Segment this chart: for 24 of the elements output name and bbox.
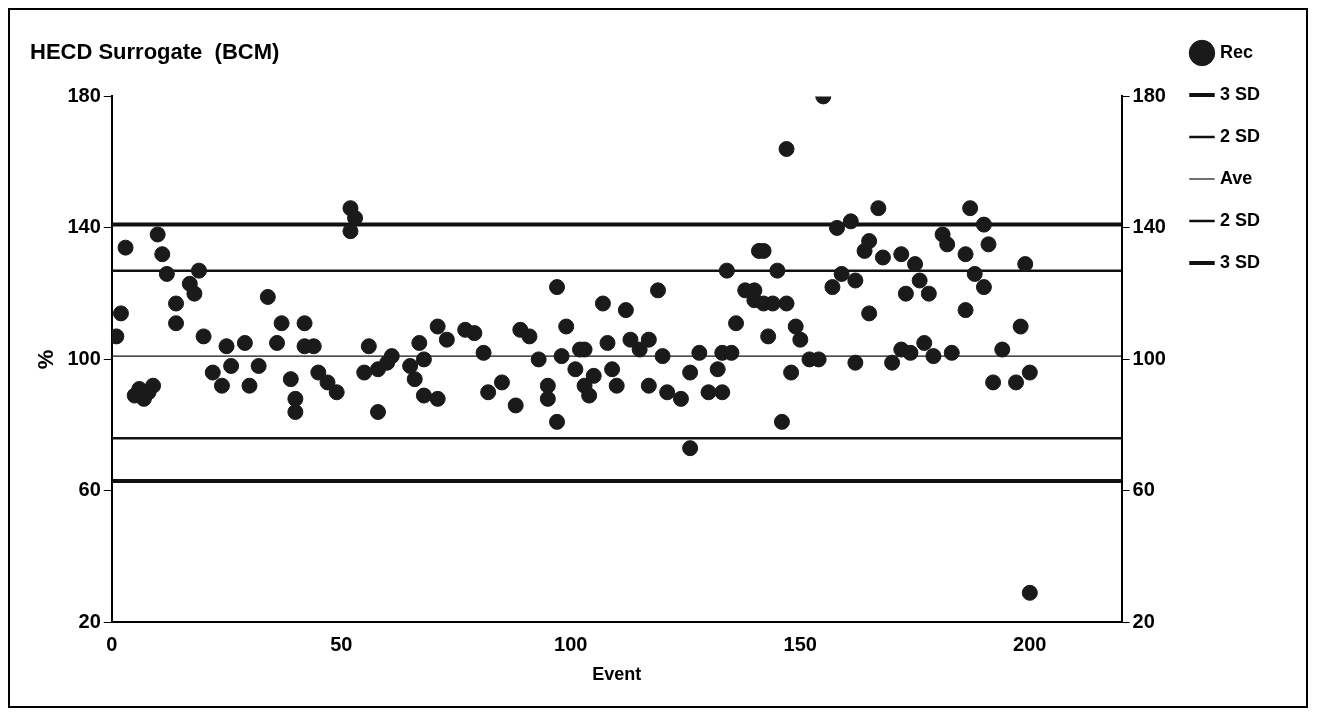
legend-label: 3 SD xyxy=(1219,251,1261,272)
y2-tick-label: 20 xyxy=(1132,609,1155,632)
x-tick-label: 150 xyxy=(783,632,817,655)
chart-title: HECD Surrogate (BCM) xyxy=(30,39,280,65)
y-tick-label: 100 xyxy=(67,346,101,369)
y2-tick-label: 180 xyxy=(1132,83,1166,106)
x-axis-title: Event xyxy=(592,664,642,685)
y-tick-label: 20 xyxy=(78,609,101,632)
y-tick-label: 180 xyxy=(67,83,101,106)
legend-label: Rec xyxy=(1219,41,1254,62)
legend-label: 2 SD xyxy=(1219,209,1261,230)
y-tick-label: 140 xyxy=(67,215,101,238)
y2-tick-label: 100 xyxy=(1132,346,1166,369)
y2-tick-label: 140 xyxy=(1132,215,1166,238)
y-axis-title: % xyxy=(33,349,59,370)
x-tick-label: 0 xyxy=(106,632,118,655)
legend-label: 3 SD xyxy=(1219,83,1261,104)
legend-label: 2 SD xyxy=(1219,125,1261,146)
legend-label: Ave xyxy=(1219,167,1253,188)
x-tick-label: 100 xyxy=(554,632,588,655)
y2-tick-label: 60 xyxy=(1132,478,1155,501)
x-tick-label: 50 xyxy=(330,632,353,655)
x-tick-label: 200 xyxy=(1013,632,1047,655)
y-tick-label: 60 xyxy=(78,478,101,501)
